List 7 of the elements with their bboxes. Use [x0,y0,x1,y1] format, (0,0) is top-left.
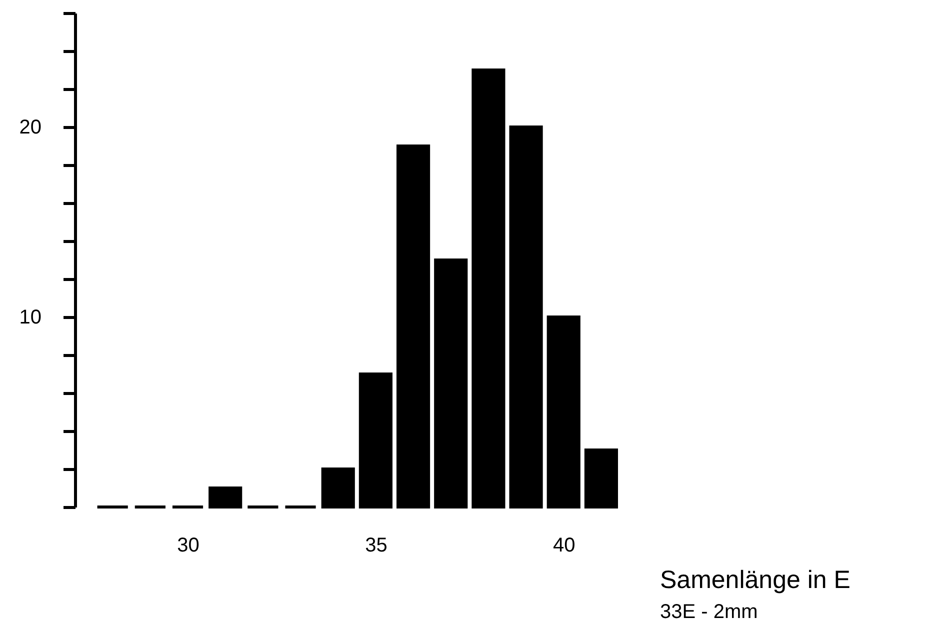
y-tick-label: 20 [19,116,42,138]
x-tick-label: 35 [365,534,388,556]
x-tick-label: 40 [552,534,576,556]
y-tick-label: 10 [19,306,42,328]
text: 33E - 2mm [660,601,758,623]
x-tick-label: 30 [177,534,200,556]
x-axis-title: Samenlänge in E [660,566,850,594]
